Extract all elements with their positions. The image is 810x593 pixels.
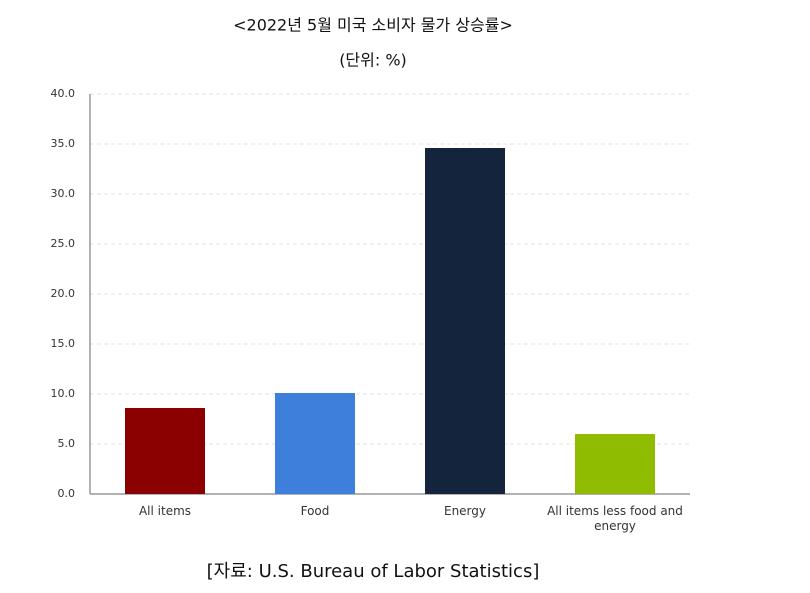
- y-tick-label: 25.0: [51, 237, 76, 250]
- chart-title: <2022년 5월 미국 소비자 물가 상승률>: [233, 16, 513, 35]
- bar: [575, 434, 655, 494]
- bar: [425, 148, 505, 494]
- y-tick-label: 0.0: [58, 487, 76, 500]
- x-tick-label: All items less food and energy: [547, 504, 683, 533]
- y-tick-label: 40.0: [51, 87, 76, 100]
- bar: [125, 408, 205, 494]
- x-tick-label: Energy: [443, 504, 486, 518]
- y-tick-label: 10.0: [51, 387, 76, 400]
- y-tick-label: 5.0: [58, 437, 76, 450]
- bar: [275, 393, 355, 494]
- source: [자료: U.S. Bureau of Labor Statistics]: [207, 561, 540, 582]
- y-tick-label: 15.0: [51, 337, 76, 350]
- x-tick-label: All items: [138, 504, 192, 518]
- y-tick-label: 20.0: [51, 287, 76, 300]
- y-tick-label: 35.0: [51, 137, 76, 150]
- y-tick-label: 30.0: [51, 187, 76, 200]
- x-tick-label: Food: [300, 504, 330, 518]
- chart-subtitle: (단위: %): [339, 51, 407, 70]
